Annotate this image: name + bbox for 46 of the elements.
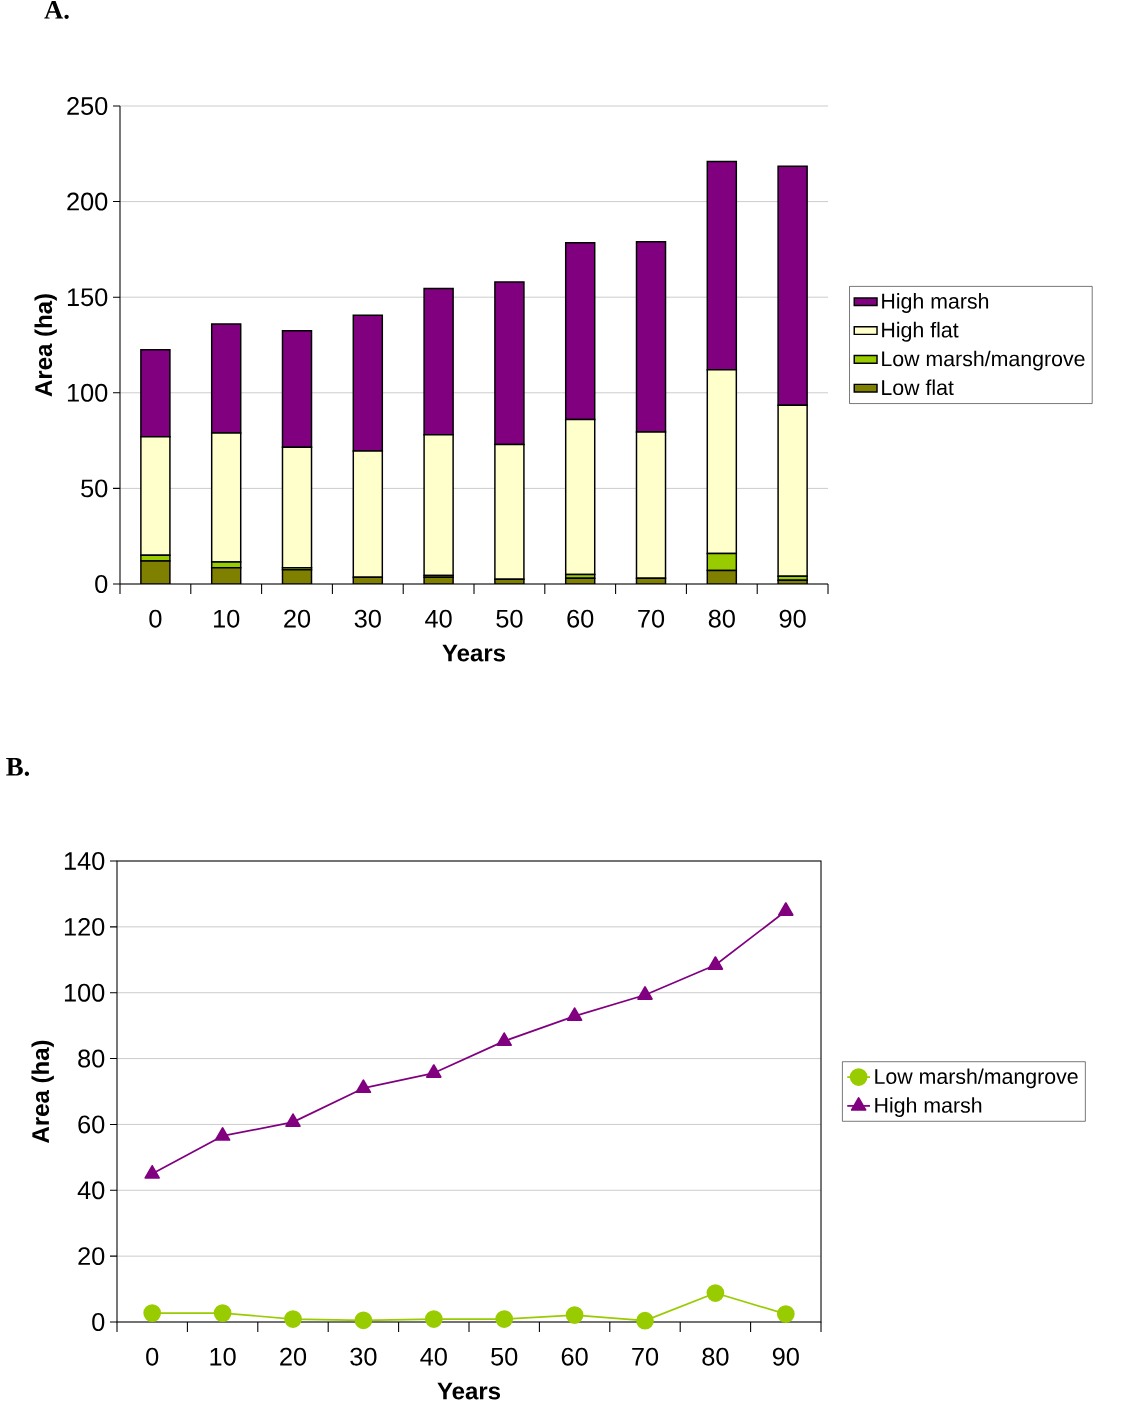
chart-title: A. [44, 1, 69, 19]
x-tick-label: 0 [149, 609, 162, 628]
x-tick-label: 20 [284, 609, 311, 628]
x-tick-label: 40 [420, 1347, 447, 1366]
x-tick-label: 60 [561, 1347, 588, 1366]
legend-label: Low marsh/mangrove [875, 1068, 1078, 1089]
x-tick-label: 40 [425, 609, 452, 628]
y-tick-label: 120 [64, 917, 105, 936]
y-tick-label: 150 [67, 288, 108, 307]
legend-label: Low flat [882, 379, 954, 396]
y-tick-label: 60 [78, 1115, 105, 1134]
y-tick-label: 100 [64, 983, 105, 1002]
y-tick-label: 140 [64, 852, 105, 870]
x-tick-label: 90 [779, 609, 806, 628]
x-tick-label: 60 [567, 609, 594, 628]
x-tick-label: 80 [708, 609, 735, 628]
y-tick-label: 100 [67, 383, 108, 402]
x-tick-label: 30 [350, 1347, 377, 1366]
x-axis-title: Years [442, 644, 506, 662]
y-axis-title: Area (ha) [34, 294, 57, 397]
legend-label: High flat [882, 321, 959, 342]
x-tick-label: 0 [146, 1347, 159, 1366]
x-tick-label: 70 [632, 1347, 659, 1366]
x-tick-label: 80 [702, 1347, 729, 1366]
y-tick-label: 0 [92, 1313, 105, 1331]
legend-label: High marsh [882, 293, 989, 313]
x-axis-title: Years [437, 1382, 501, 1400]
x-tick-label: 90 [772, 1347, 799, 1366]
x-tick-label: 70 [638, 609, 665, 628]
y-tick-label: 0 [95, 575, 108, 593]
x-tick-label: 50 [496, 609, 523, 628]
y-tick-label: 80 [78, 1049, 105, 1068]
y-tick-label: 200 [67, 192, 108, 211]
y-axis-title: Area (ha) [31, 1040, 54, 1143]
x-tick-label: 10 [210, 1347, 236, 1366]
legend-label: High marsh [875, 1097, 982, 1118]
x-tick-label: 50 [491, 1347, 518, 1366]
x-tick-label: 20 [280, 1347, 307, 1366]
chart-title: B. [6, 758, 30, 776]
legend-label: Low marsh/mangrove [882, 350, 1085, 371]
x-tick-label: 10 [214, 609, 240, 628]
y-tick-label: 20 [78, 1247, 105, 1266]
y-tick-label: 50 [81, 479, 108, 498]
y-tick-label: 40 [77, 1181, 105, 1200]
y-tick-label: 250 [67, 97, 108, 115]
x-tick-label: 30 [354, 609, 381, 628]
